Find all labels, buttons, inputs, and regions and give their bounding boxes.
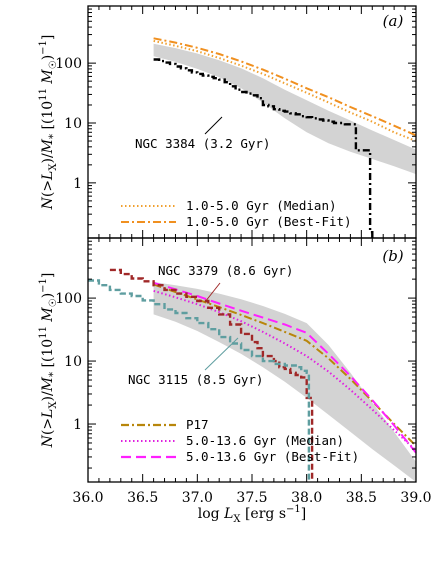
- panel-b-label: (b): [382, 247, 403, 265]
- legend-a-median-label: 1.0-5.0 Gyr (Median): [186, 198, 337, 213]
- panel-b-annotation-3115: NGC 3115 (8.5 Gyr): [128, 372, 263, 387]
- legend-b-median-label: 5.0-13.6 Gyr (Median): [186, 433, 344, 448]
- x-tick-label: 39.0: [400, 490, 431, 506]
- y-tick-label: 1: [73, 176, 82, 192]
- panel-a: 1 10 100 (a) NGC 3384 (3.2 Gyr) 1.0-5.0 Gy…: [55, 5, 417, 239]
- series-1-0-5-0-gyr-best-fit: [153, 37, 417, 137]
- panel-b-lines-group: [88, 268, 417, 482]
- panel-b-yticks: 1 10 100: [55, 237, 416, 469]
- model-band: [153, 43, 416, 175]
- y-tick-label: 100: [55, 291, 82, 307]
- y-tick-label: 10: [64, 116, 82, 132]
- series-ngc-3379-8-6-gyr: [109, 268, 314, 482]
- x-tick-label: 38.0: [291, 490, 322, 506]
- y-tick-label: 100: [55, 56, 82, 72]
- panel-a-yticks: 1 10 100: [55, 5, 416, 226]
- panel-b-annotation-3115-pointer: [204, 337, 239, 371]
- panel-b-ylabel: N(>LX)/M* [(1011 M☉)−1]: [38, 273, 59, 449]
- panel-a-annotation: NGC 3384 (3.2 Gyr): [135, 136, 270, 151]
- legend-a-bestfit-label: 1.0-5.0 Gyr (Best-Fit): [186, 214, 352, 229]
- panel-a-label: (a): [383, 12, 404, 30]
- x-tick-label: 36.5: [127, 490, 158, 506]
- panel-a-lines-group: [153, 37, 417, 238]
- panel-a-annotation-pointer: [204, 116, 223, 135]
- legend-b-p17-label: P17: [186, 417, 209, 432]
- panel-a-legend: 1.0-5.0 Gyr (Median) 1.0-5.0 Gyr (Best-F…: [121, 198, 352, 229]
- series-1-0-5-0-gyr-median: [153, 39, 417, 142]
- y-tick-label: 1: [73, 417, 82, 433]
- x-tick-label: 36.0: [72, 490, 103, 506]
- series-ngc-3384-3-2-gyr: [153, 58, 374, 238]
- x-tick-label: 37.0: [182, 490, 213, 506]
- x-tick-label: 38.5: [346, 490, 377, 506]
- panel-a-ylabel: N(>LX)/M* [(1011 M☉)−1]: [38, 35, 59, 211]
- x-tick-label: 37.5: [236, 490, 267, 506]
- panel-b-annotation-3379-pointer: [204, 282, 221, 303]
- panel-a-xticks: [87, 6, 417, 238]
- x-axis-label: log LX [erg s−1]: [198, 504, 306, 525]
- legend-b-bestfit-label: 5.0-13.6 Gyr (Best-Fit): [186, 449, 359, 464]
- panel-b-xticks: 36.0 36.5 37.0 37.5 38.0 38.5 39.0: [72, 238, 432, 506]
- series-5-0-13-6-gyr-best-fit: [153, 281, 417, 454]
- y-tick-label: 10: [64, 354, 82, 370]
- panel-b-legend: P17 5.0-13.6 Gyr (Median) 5.0-13.6 Gyr (…: [121, 417, 359, 464]
- series-ngc-3115-8-5-gyr: [88, 279, 311, 482]
- panel-a-band-group: [153, 43, 416, 175]
- panel-b-annotation-3379: NGC 3379 (8.6 Gyr): [158, 263, 293, 278]
